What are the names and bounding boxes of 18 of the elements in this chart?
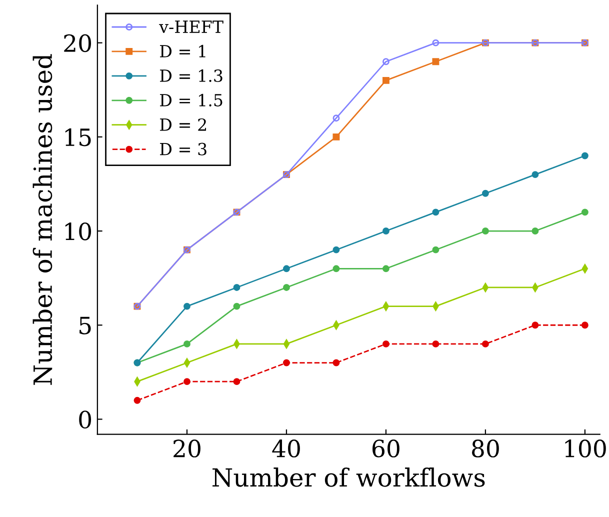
y-axis-title: Number of machines used — [32, 54, 52, 385]
y-tick-label: 10 — [65, 222, 92, 240]
x-axis-title: Number of workflows — [212, 468, 485, 487]
y-tick-label: 15 — [65, 128, 91, 146]
legend-label: D = 1.5 — [160, 94, 222, 106]
legend-label: D = 3 — [160, 142, 206, 156]
x-tick-label: 60 — [372, 440, 400, 458]
legend-label: D = 1 — [160, 44, 206, 58]
y-tick-label: 0 — [79, 410, 92, 429]
x-tick-label: 40 — [272, 440, 300, 458]
y-tick-label: 20 — [64, 34, 92, 52]
x-tick-label: 80 — [472, 440, 499, 458]
legend-label: v-HEFT — [159, 20, 224, 33]
x-tick-label: 100 — [565, 440, 606, 458]
y-tick-label: 5 — [80, 316, 91, 334]
legend-label: D = 2 — [160, 118, 206, 131]
legend-label: D = 1.3 — [160, 69, 222, 82]
x-tick-label: 20 — [174, 440, 200, 458]
